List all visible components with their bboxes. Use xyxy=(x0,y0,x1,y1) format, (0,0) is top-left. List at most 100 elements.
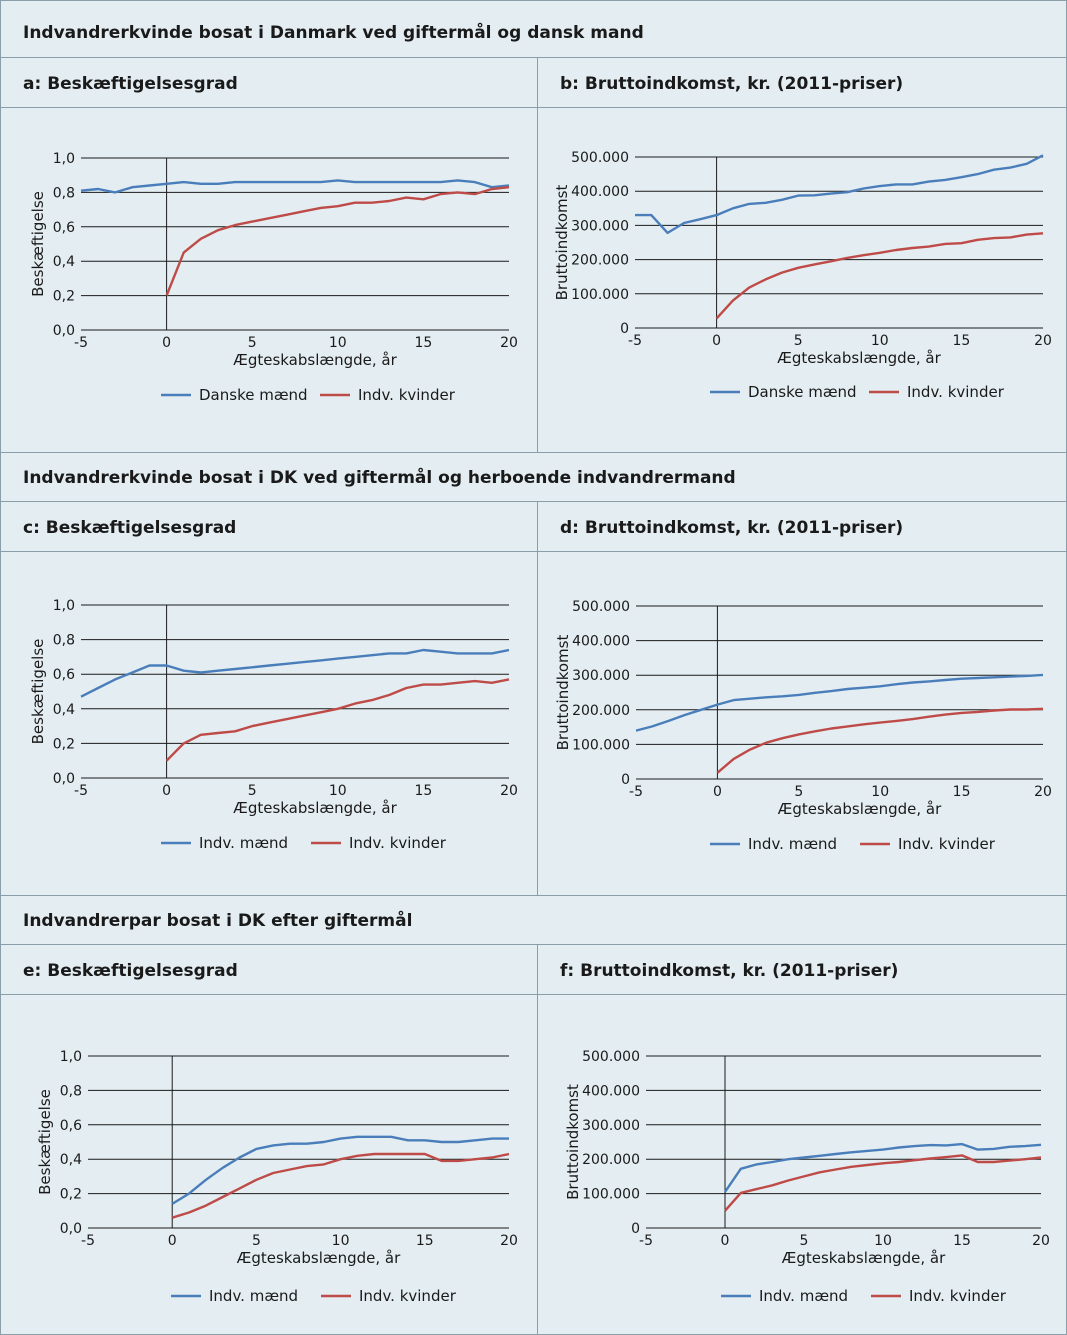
y-tick-label: 300.000 xyxy=(582,1118,640,1134)
x-tick-label: 0 xyxy=(713,784,722,800)
x-axis-label: Ægteskabslængde, år xyxy=(778,800,942,818)
x-tick-label: 0 xyxy=(162,783,171,799)
x-tick-label: 10 xyxy=(329,335,347,351)
legend-label-2: Indv. kvinder xyxy=(349,834,447,852)
y-tick-label: 0 xyxy=(631,1221,640,1237)
x-tick-label: 10 xyxy=(874,1233,892,1249)
panel-title-b: b: Bruttoindkomst, kr. (2011-priser) xyxy=(538,58,1066,108)
y-tick-label: 400.000 xyxy=(571,184,629,200)
series-line-2 xyxy=(716,707,1044,774)
x-tick-label: 5 xyxy=(248,335,257,351)
y-tick-label: 0,2 xyxy=(60,1187,82,1203)
x-tick-label: 10 xyxy=(871,333,889,349)
y-tick-label: 400.000 xyxy=(572,634,630,650)
x-tick-label: 20 xyxy=(1034,333,1052,349)
x-tick-label: 20 xyxy=(500,1233,518,1249)
y-tick-label: 300.000 xyxy=(572,668,630,684)
legend-label-1: Indv. mænd xyxy=(199,834,288,852)
series-line-2 xyxy=(724,1154,1042,1212)
legend-label-2: Indv. kvinder xyxy=(909,1287,1007,1305)
series-line-2 xyxy=(171,1152,510,1219)
x-axis-label: Ægteskabslængde, år xyxy=(233,799,397,817)
legend-label-2: Indv. kvinder xyxy=(358,386,456,404)
y-tick-label: 0,4 xyxy=(60,1152,82,1168)
legend-label-1: Danske mænd xyxy=(748,383,857,401)
y-axis-label: Bruttoindkomst xyxy=(553,185,571,301)
x-axis-label: Ægteskabslængde, år xyxy=(777,349,941,367)
series-line-1 xyxy=(80,648,510,698)
series-line-1 xyxy=(724,1142,1042,1193)
series-line-2 xyxy=(715,232,1044,320)
x-tick-label: 10 xyxy=(871,784,889,800)
series-line-1 xyxy=(80,179,510,194)
x-tick-label: -5 xyxy=(74,335,88,351)
x-tick-label: 0 xyxy=(162,335,171,351)
y-tick-label: 0,8 xyxy=(60,1083,82,1099)
y-tick-label: 100.000 xyxy=(572,737,630,753)
panel-title-f: f: Bruttoindkomst, kr. (2011-priser) xyxy=(538,945,1066,995)
y-tick-label: 100.000 xyxy=(571,287,629,303)
y-tick-label: 0 xyxy=(621,772,630,788)
legend-label-1: Danske mænd xyxy=(199,386,308,404)
x-tick-label: 5 xyxy=(248,783,257,799)
x-tick-label: -5 xyxy=(628,333,642,349)
x-tick-label: 0 xyxy=(721,1233,730,1249)
panel-title-a: a: Beskæftigelsesgrad xyxy=(1,58,537,108)
x-tick-label: 5 xyxy=(794,333,803,349)
chart-a: 0,0 0,2 0,4 0,6 0,8 1,0 -5 0 5 10 15 20 Ægteskabslæn… xyxy=(29,151,518,404)
section-title-1: Indvandrerkvinde bosat i Danmark ved gif… xyxy=(1,8,1066,58)
legend-label-1: Indv. mænd xyxy=(759,1287,848,1305)
y-tick-label: 0,2 xyxy=(53,289,75,305)
section-title-3: Indvandrerpar bosat i DK efter giftermål xyxy=(1,895,1066,945)
x-tick-label: -5 xyxy=(81,1233,95,1249)
x-axis-label: Ægteskabslængde, år xyxy=(782,1249,946,1267)
legend-label-2: Indv. kvinder xyxy=(898,835,996,853)
x-tick-label: 5 xyxy=(800,1233,809,1249)
x-tick-label: 20 xyxy=(500,335,518,351)
x-axis-label: Ægteskabslængde, år xyxy=(233,351,397,369)
section-title-2: Indvandrerkvinde bosat i DK ved giftermå… xyxy=(1,452,1066,502)
x-tick-label: 10 xyxy=(332,1233,350,1249)
y-tick-label: 300.000 xyxy=(571,218,629,234)
x-axis-label: Ægteskabslængde, år xyxy=(237,1249,401,1267)
y-tick-label: 0,0 xyxy=(53,323,75,339)
legend-label-1: Indv. mænd xyxy=(209,1287,298,1305)
y-tick-label: 0,6 xyxy=(53,667,75,683)
y-tick-label: 500.000 xyxy=(571,150,629,166)
panel-title-e: e: Beskæftigelsesgrad xyxy=(1,945,537,995)
x-tick-label: 5 xyxy=(252,1233,261,1249)
y-tick-label: 1,0 xyxy=(60,1049,82,1065)
x-tick-label: 15 xyxy=(953,784,971,800)
x-tick-label: 15 xyxy=(414,783,432,799)
x-tick-label: -5 xyxy=(629,784,643,800)
y-tick-label: 0,4 xyxy=(53,254,75,270)
y-tick-label: 0,4 xyxy=(53,702,75,718)
y-tick-label: 1,0 xyxy=(53,598,75,614)
y-tick-label: 0,0 xyxy=(60,1221,82,1237)
y-tick-label: 0,8 xyxy=(53,185,75,201)
x-tick-label: -5 xyxy=(639,1233,653,1249)
y-axis-label: Beskæftigelse xyxy=(36,1089,54,1195)
y-axis-label: Beskæftigelse xyxy=(29,639,47,745)
panel-divider xyxy=(537,502,538,896)
panel-divider xyxy=(537,945,538,1335)
x-tick-label: -5 xyxy=(74,783,88,799)
legend-label-2: Indv. kvinder xyxy=(359,1287,457,1305)
y-tick-label: 0,0 xyxy=(53,771,75,787)
y-tick-label: 200.000 xyxy=(571,253,629,269)
x-tick-label: 15 xyxy=(952,333,970,349)
y-axis-label: Bruttoindkomst xyxy=(554,635,572,751)
x-tick-label: 20 xyxy=(1032,1233,1050,1249)
x-tick-label: 0 xyxy=(168,1233,177,1249)
panel-title-c: c: Beskæftigelsesgrad xyxy=(1,502,537,552)
legend-label-2: Indv. kvinder xyxy=(907,383,1005,401)
y-tick-label: 0,2 xyxy=(53,736,75,752)
y-tick-label: 0,8 xyxy=(53,633,75,649)
y-tick-label: 500.000 xyxy=(572,599,630,615)
legend-label-1: Indv. mænd xyxy=(748,835,837,853)
series-line-2 xyxy=(165,678,510,762)
series-line-1 xyxy=(171,1135,509,1205)
y-tick-label: 0 xyxy=(620,321,629,337)
y-axis-label: Beskæftigelse xyxy=(29,191,47,297)
